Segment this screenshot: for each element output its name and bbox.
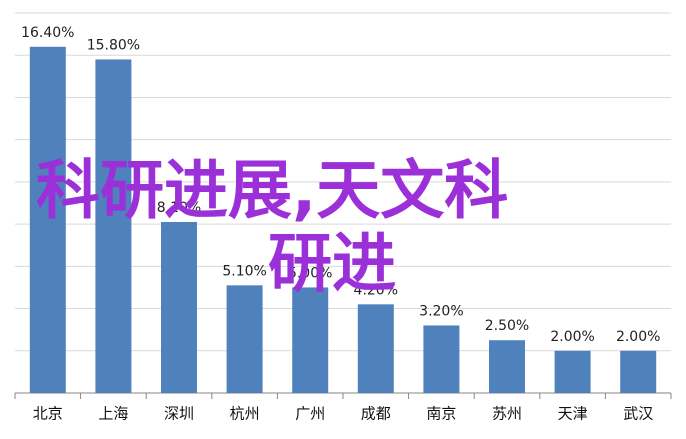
value-label: 5.00% xyxy=(288,265,332,281)
bar xyxy=(357,304,394,393)
x-tick-label: 天津 xyxy=(558,405,588,423)
bar xyxy=(554,350,591,393)
watermark-line: 科研进展,天文科 xyxy=(36,155,508,229)
x-tick-label: 武汉 xyxy=(623,405,653,423)
value-label: 3.20% xyxy=(419,303,463,319)
value-label: 8.10% xyxy=(157,200,201,216)
x-tick-label: 成都 xyxy=(361,405,391,423)
bar xyxy=(423,325,460,393)
value-label: 2.00% xyxy=(616,329,660,345)
value-label: 16.40% xyxy=(21,25,74,41)
x-tick-label: 深圳 xyxy=(164,405,194,423)
bar xyxy=(620,350,657,393)
value-label: 2.00% xyxy=(550,329,594,345)
value-label: 15.80% xyxy=(87,37,140,53)
x-tick-label: 广州 xyxy=(295,405,325,423)
bar xyxy=(161,222,197,393)
bar xyxy=(95,59,132,393)
x-tick-label: 北京 xyxy=(33,405,63,423)
x-tick-label: 南京 xyxy=(426,405,456,423)
x-tick-label: 苏州 xyxy=(492,405,522,423)
x-tick-label: 上海 xyxy=(98,405,128,423)
bar xyxy=(226,285,263,393)
x-tick-label: 杭州 xyxy=(230,405,260,423)
value-label: 2.50% xyxy=(485,318,529,334)
value-label: 4.20% xyxy=(354,282,398,298)
value-label: 5.10% xyxy=(222,263,266,279)
bar xyxy=(29,46,66,394)
bar xyxy=(292,287,329,393)
watermark-line: 研进 xyxy=(268,228,396,302)
bar xyxy=(489,340,525,393)
